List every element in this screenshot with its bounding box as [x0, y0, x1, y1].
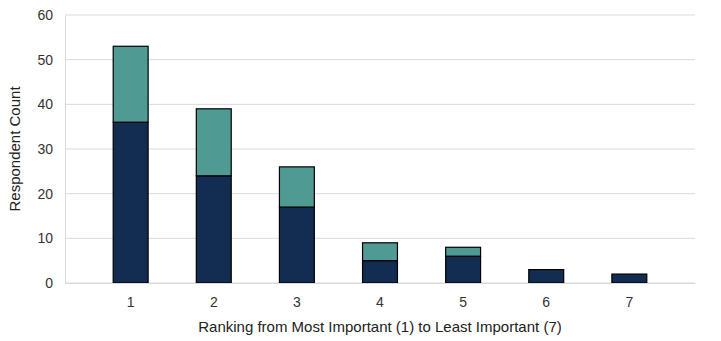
x-axis-title: Ranking from Most Important (1) to Least… [198, 318, 561, 335]
y-tick: 20 [37, 186, 65, 202]
y-axis-line [65, 16, 66, 284]
bar-segment [196, 176, 231, 283]
x-tick: 3 [293, 283, 301, 310]
y-tick-label: 40 [37, 96, 53, 112]
grid-line [65, 59, 695, 60]
bar-segment [196, 109, 231, 176]
bar-segment [446, 256, 481, 283]
y-tick-label: 0 [45, 275, 53, 291]
y-tick: 30 [37, 141, 65, 157]
y-axis-title: Respondent Count [6, 86, 23, 212]
bar-segment [363, 261, 398, 283]
bar-segment [363, 243, 398, 261]
grid [65, 15, 695, 283]
y-tick: 50 [37, 52, 65, 68]
x-tick-label: 6 [542, 294, 550, 310]
y-tick-label: 60 [37, 7, 53, 23]
bar-segment [113, 122, 148, 283]
x-tick: 1 [127, 283, 135, 310]
x-tick: 2 [210, 283, 218, 310]
y-tick: 10 [37, 230, 65, 246]
series-1 [113, 46, 480, 260]
x-tick-label: 2 [210, 294, 218, 310]
y-tick-label: 50 [37, 52, 53, 68]
bars [113, 46, 647, 283]
y-tick-label: 10 [37, 230, 53, 246]
bar-segment [446, 247, 481, 256]
bar-segment [113, 46, 148, 122]
x-tick-label: 5 [459, 294, 467, 310]
x-tick: 4 [376, 283, 384, 310]
y-tick-label: 30 [37, 141, 53, 157]
bar-segment [279, 167, 314, 207]
chart-svg: 0 10 20 30 40 50 60 1 2 3 4 5 6 7 Ranking from Most Im… [0, 0, 721, 341]
grid-line [65, 238, 695, 239]
y-tick: 40 [37, 96, 65, 112]
x-tick-label: 4 [376, 294, 384, 310]
grid-line [65, 149, 695, 150]
bar-segment [612, 274, 647, 283]
x-tick-label: 7 [625, 294, 633, 310]
y-tick: 0 [45, 275, 65, 291]
x-axis: 1 2 3 4 5 6 7 [66, 283, 696, 310]
x-tick: 7 [625, 283, 633, 310]
series-0 [113, 122, 647, 283]
bar-segment [612, 273, 647, 274]
y-tick: 60 [37, 7, 65, 23]
grid-line [65, 193, 695, 194]
y-axis: 0 10 20 30 40 50 60 [37, 7, 65, 291]
chart-container: 0 10 20 30 40 50 60 1 2 3 4 5 6 7 Ranking from Most Im… [0, 0, 721, 341]
x-tick: 5 [459, 283, 467, 310]
bar-segment [529, 270, 564, 283]
x-tick: 6 [542, 283, 550, 310]
y-tick-label: 20 [37, 186, 53, 202]
grid-line [65, 15, 695, 16]
x-tick-label: 1 [127, 294, 135, 310]
bar-segment [279, 207, 314, 283]
bar-segment [529, 269, 564, 270]
x-axis-line [66, 283, 696, 284]
grid-line [65, 104, 695, 105]
plot-area: 0 10 20 30 40 50 60 1 2 3 4 5 6 7 [37, 7, 695, 310]
x-tick-label: 3 [293, 294, 301, 310]
